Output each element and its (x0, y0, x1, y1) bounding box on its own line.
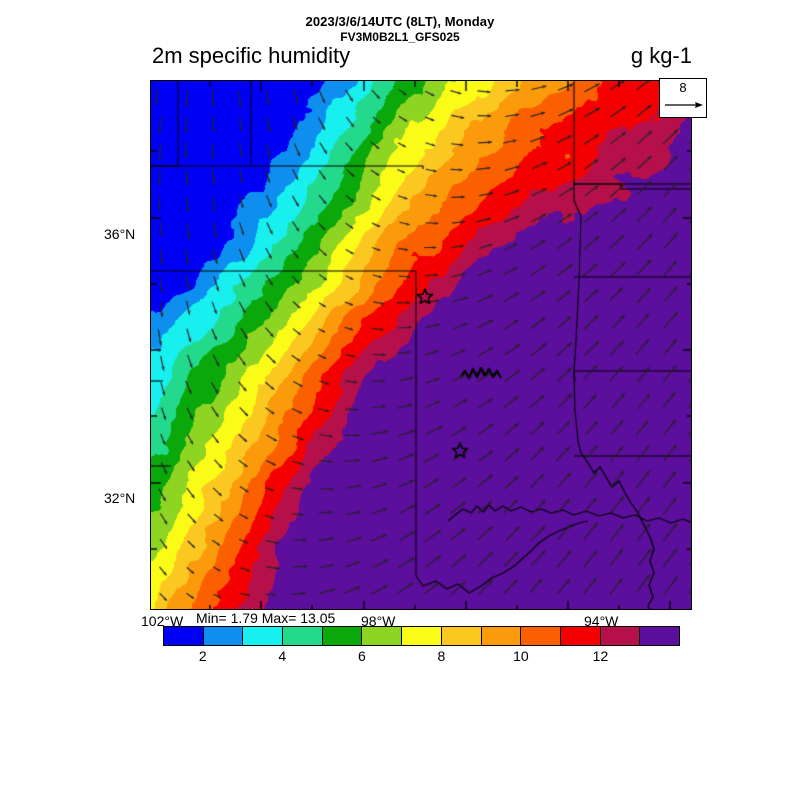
colorbar-segment-2 (243, 627, 284, 645)
colorbar-segment-10 (560, 627, 601, 645)
colorbar-segment-1 (203, 627, 244, 645)
colorbar-segment-7 (441, 627, 482, 645)
colorbar-segment-4 (322, 627, 363, 645)
colorbar-tick-12: 12 (592, 648, 609, 664)
axis-label-lat-32: 32°N (104, 490, 136, 506)
colorbar-tick-4: 4 (278, 648, 287, 664)
colorbar-tick-6: 6 (357, 648, 366, 664)
colorbar-segment-6 (402, 627, 442, 645)
axis-label-lon-98: 98°W (361, 613, 396, 629)
axis-label-lat-36: 36°N (104, 226, 136, 242)
colorbar-segment-8 (481, 627, 522, 645)
vector-reference-value: 8 (679, 80, 687, 95)
colorbar-segment-9 (521, 627, 561, 645)
colorbar-tick-2: 2 (198, 648, 207, 664)
colorbar-segment-11 (600, 627, 641, 645)
colorbar-tick-8: 8 (437, 648, 446, 664)
title-datetime: 2023/3/6/14UTC (8LT), Monday (305, 14, 495, 29)
colorbar-tick-10: 10 (513, 648, 529, 664)
colorbar-segment-0 (164, 627, 204, 645)
title-model-id: FV3M0B2L1_GFS025 (340, 30, 460, 44)
min-max-annotation: Min= 1.79 Max= 13.05 (196, 610, 336, 626)
vector-reference-legend: 8 (659, 78, 707, 118)
map-plot-area[interactable] (150, 80, 692, 610)
reference-arrow-icon (665, 102, 703, 108)
units-label: g kg-1 (630, 43, 692, 68)
colorbar (163, 626, 680, 646)
humidity-field-canvas (151, 81, 691, 609)
axis-label-lon-94: 94°W (584, 613, 619, 629)
colorbar-tick-labels: 2 4 6 8 10 12 (163, 648, 680, 666)
colorbar-segment-3 (283, 627, 323, 645)
colorbar-segment-5 (362, 627, 403, 645)
colorbar-segment-12 (640, 627, 679, 645)
axis-label-lon-102: 102°W (141, 613, 184, 629)
page-title: 2m specific humidity (152, 43, 351, 68)
